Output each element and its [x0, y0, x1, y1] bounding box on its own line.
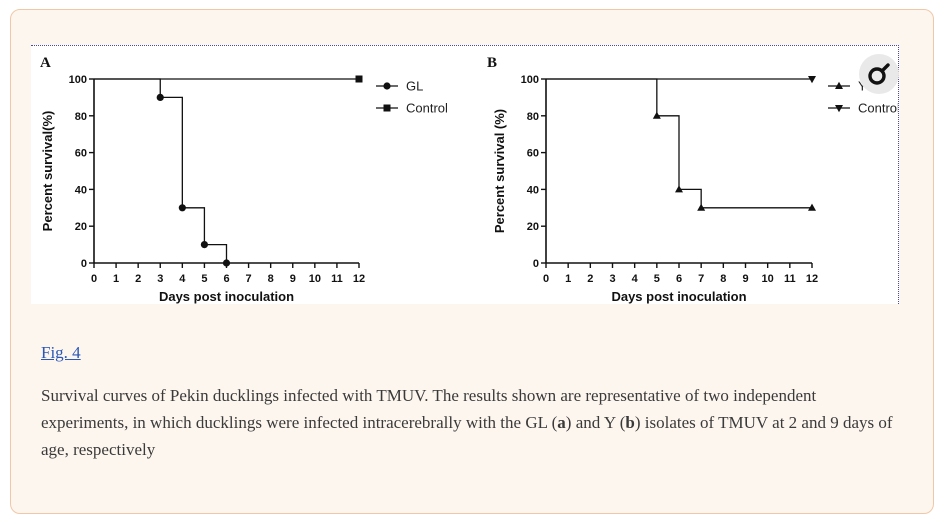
x-tick-label: 10: [309, 273, 321, 285]
x-tick-label: 4: [179, 273, 186, 285]
figure-image[interactable]: A 0 20 40 60 80 100 0 1 2 3 4 5 6 7 8 9 10 11 12 Days post i…: [31, 45, 899, 304]
legend-marker: [835, 105, 843, 113]
data-point: [156, 93, 164, 101]
data-point: [652, 111, 661, 119]
x-tick-label: 2: [135, 273, 141, 285]
y-tick-label: 40: [75, 184, 87, 196]
data-point: [675, 185, 683, 193]
y-axis-title: Percent survival(%): [40, 111, 55, 232]
x-tick-label: 6: [223, 273, 229, 285]
magnifier-icon: [868, 63, 890, 85]
x-tick-label: 12: [353, 273, 365, 285]
data-point: [808, 76, 816, 84]
x-axis-title: Days post inoculation: [159, 289, 294, 304]
y-tick-label: 80: [527, 111, 539, 123]
series-line: [94, 78, 228, 263]
panel-letter: A: [40, 55, 51, 71]
legend-label: GL: [406, 79, 423, 94]
legend-label: Control: [858, 101, 898, 116]
x-tick-label: 3: [609, 273, 615, 285]
y-tick-label: 40: [527, 184, 539, 196]
y-tick-label: 60: [75, 148, 87, 160]
x-tick-label: 1: [113, 273, 119, 285]
legend-item: Control: [828, 101, 898, 116]
x-tick-label: 0: [543, 273, 549, 285]
panel-letter: B: [487, 55, 497, 71]
legend-marker: [835, 81, 843, 89]
zoom-button[interactable]: [859, 54, 899, 94]
caption-text: Survival curves of Pekin ducklings infec…: [41, 386, 817, 432]
y-tick-label: 0: [533, 258, 539, 270]
data-point: [808, 203, 816, 211]
figure-link[interactable]: Fig. 4: [41, 343, 81, 362]
x-tick-label: 11: [784, 273, 796, 285]
x-tick-label: 5: [654, 273, 660, 285]
x-tick-label: 4: [632, 273, 639, 285]
legend-item: Control: [376, 101, 448, 116]
y-axis-title: Percent survival (%): [492, 109, 507, 233]
figure-caption: Survival curves of Pekin ducklings infec…: [41, 382, 901, 463]
caption-text: ) and Y (: [565, 413, 626, 432]
data-point: [222, 259, 231, 267]
x-tick-label: 10: [762, 273, 774, 285]
data-point: [355, 75, 363, 83]
x-tick-label: 8: [720, 273, 726, 285]
y-tick-label: 100: [521, 74, 539, 86]
x-axis-title: Days post inoculation: [611, 289, 746, 304]
data-point: [200, 241, 209, 249]
x-tick-label: 7: [246, 273, 252, 285]
caption-panel-b: b: [625, 413, 635, 432]
data-point: [697, 203, 706, 211]
x-tick-label: 0: [91, 273, 97, 285]
series-control: [546, 76, 816, 84]
y-tick-label: 80: [75, 111, 87, 123]
y-tick-label: 60: [527, 148, 539, 160]
data-point: [178, 204, 186, 212]
legend-item: GL: [376, 79, 423, 94]
x-tick-label: 11: [331, 273, 343, 285]
x-tick-label: 12: [806, 273, 818, 285]
legend-marker: [383, 104, 391, 112]
legend-label: Control: [406, 101, 448, 116]
y-tick-label: 0: [81, 258, 87, 270]
x-tick-label: 3: [157, 273, 163, 285]
x-tick-label: 2: [587, 273, 593, 285]
series-y: [546, 78, 816, 211]
caption-panel-a: a: [557, 413, 566, 432]
x-tick-label: 6: [676, 273, 682, 285]
series-control: [94, 75, 363, 83]
y-tick-label: 100: [69, 74, 87, 86]
x-tick-label: 9: [290, 273, 296, 285]
x-tick-label: 8: [268, 273, 274, 285]
series-gl: [94, 78, 231, 267]
caption-text: ) isolates of TMUV at 2 and 9 days of ag…: [41, 413, 893, 459]
x-tick-label: 9: [742, 273, 748, 285]
y-tick-label: 20: [75, 221, 87, 233]
x-tick-label: 7: [698, 273, 704, 285]
x-tick-label: 1: [565, 273, 571, 285]
y-tick-label: 20: [527, 221, 539, 233]
x-tick-label: 5: [201, 273, 207, 285]
legend-marker: [383, 82, 391, 90]
